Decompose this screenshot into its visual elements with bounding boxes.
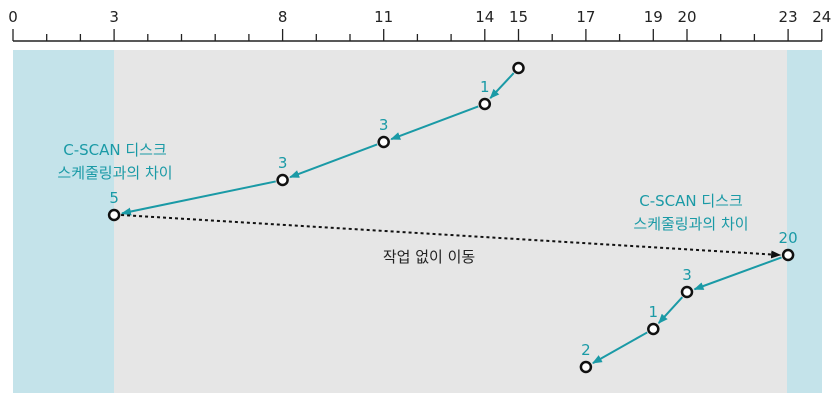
move-distance-label: 3 (379, 116, 389, 134)
axis-tick-label: 20 (677, 8, 696, 26)
request-node (579, 360, 593, 374)
axis-tick-label: 24 (812, 8, 831, 26)
axis-tick-label: 14 (475, 8, 494, 26)
move-distance-label: 5 (109, 189, 119, 207)
band-left (13, 50, 114, 393)
axis-tick-labels: 0 3 8 11 14 15 17 19 20 23 24 (8, 8, 831, 26)
axis-tick-label: 17 (576, 8, 595, 26)
head-moves (120, 72, 782, 364)
request-node (512, 61, 525, 75)
move-distance-labels: 1 3 3 5 20 3 1 2 (109, 78, 797, 359)
left-annotation-line2: 스케줄링과의 차이 (57, 164, 172, 182)
right-annotation-line1: C-SCAN 디스크 (639, 192, 743, 210)
move-distance-label: 3 (278, 154, 288, 172)
band-middle (114, 50, 787, 393)
move-arrow (693, 256, 782, 291)
axis-ticks (12, 29, 823, 41)
axis-tick-label: 0 (8, 8, 18, 26)
request-node (781, 248, 795, 262)
move-distance-label: 3 (682, 266, 692, 284)
move-distance-label: 20 (779, 229, 798, 247)
left-annotation-line1: C-SCAN 디스크 (63, 141, 167, 159)
request-nodes (107, 61, 795, 374)
move-distance-label: 1 (649, 303, 659, 321)
move-arrow (120, 180, 276, 216)
axis-tick-label: 23 (779, 8, 798, 26)
move-distance-label: 2 (581, 341, 591, 359)
right-annotation-line2: 스케줄링과의 차이 (633, 215, 748, 233)
band-right (787, 50, 822, 393)
request-node (680, 285, 694, 299)
move-arrow (390, 105, 479, 141)
request-node (478, 97, 492, 111)
axis-tick-label: 11 (374, 8, 393, 26)
axis-tick-label: 8 (278, 8, 288, 26)
move-arrow (591, 331, 648, 364)
request-node (377, 135, 390, 149)
request-node (276, 173, 289, 187)
move-arrow (289, 143, 378, 179)
axis-tick-label: 3 (109, 8, 119, 26)
move-distance-label: 1 (480, 78, 490, 96)
axis-tick-label: 19 (644, 8, 663, 26)
move-arrow (657, 296, 684, 324)
axis-tick-label: 15 (509, 8, 528, 26)
request-node (647, 322, 660, 336)
idle-move-line (121, 214, 782, 259)
move-arrow (489, 72, 515, 99)
request-node (107, 208, 121, 222)
idle-move-label: 작업 없이 이동 (383, 248, 476, 266)
